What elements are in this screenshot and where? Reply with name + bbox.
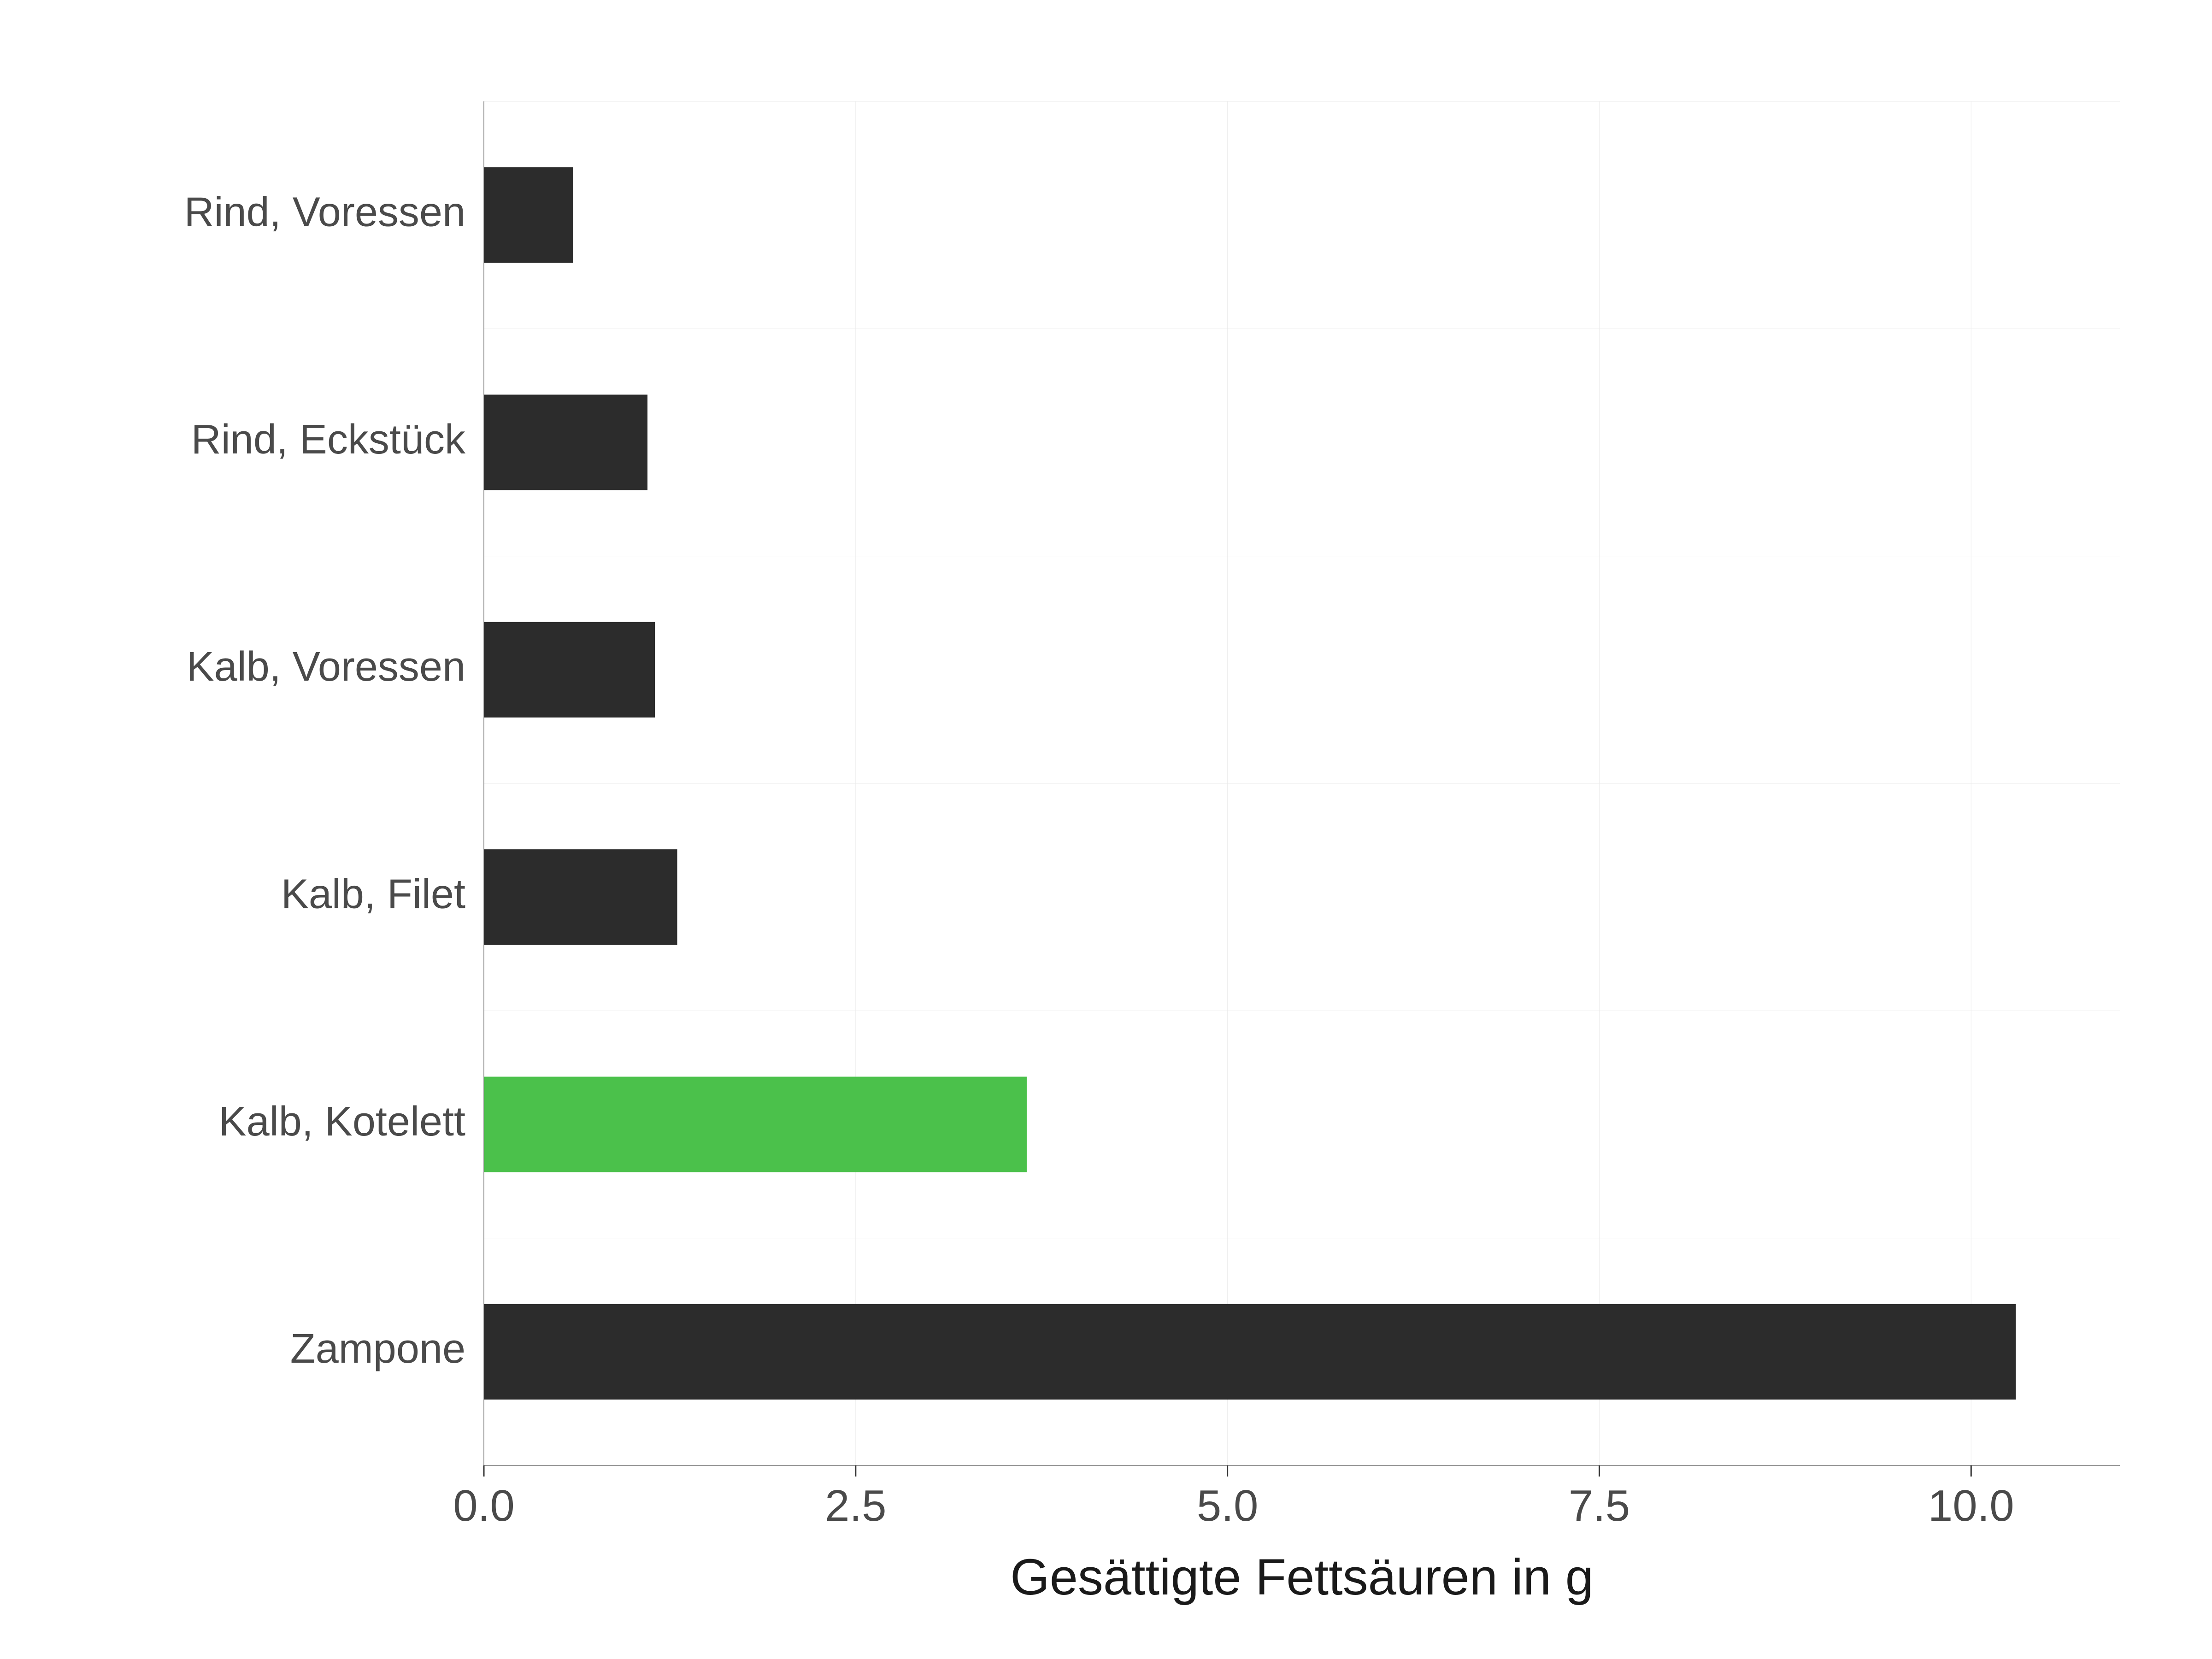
bar	[484, 849, 677, 945]
bar-chart: Rind, Voressen Rind, Eckstück Kalb, Voress…	[0, 0, 2212, 1659]
category-label: Kalb, Filet	[281, 871, 465, 917]
category-label: Zampone	[290, 1326, 465, 1372]
x-tick-label: 10.0	[1928, 1481, 2014, 1530]
x-tick-label: 0.0	[453, 1481, 514, 1530]
bar	[484, 394, 647, 490]
category-label: Kalb, Voressen	[187, 644, 465, 690]
bar	[484, 622, 655, 718]
x-tick-label: 2.5	[825, 1481, 886, 1530]
category-label: Kalb, Kotelett	[219, 1099, 465, 1145]
x-tick-label: 7.5	[1569, 1481, 1630, 1530]
x-axis-title: Gesättigte Fettsäuren in g	[1010, 1549, 1594, 1606]
x-tick-label: 5.0	[1197, 1481, 1258, 1530]
category-label: Rind, Eckstück	[191, 417, 466, 463]
category-label: Rind, Voressen	[184, 189, 465, 235]
bar	[484, 1077, 1027, 1172]
bar	[484, 167, 573, 263]
chart-background	[0, 0, 2212, 1659]
bar	[484, 1304, 2016, 1400]
chart-container: Rind, Voressen Rind, Eckstück Kalb, Voress…	[0, 0, 2212, 1659]
